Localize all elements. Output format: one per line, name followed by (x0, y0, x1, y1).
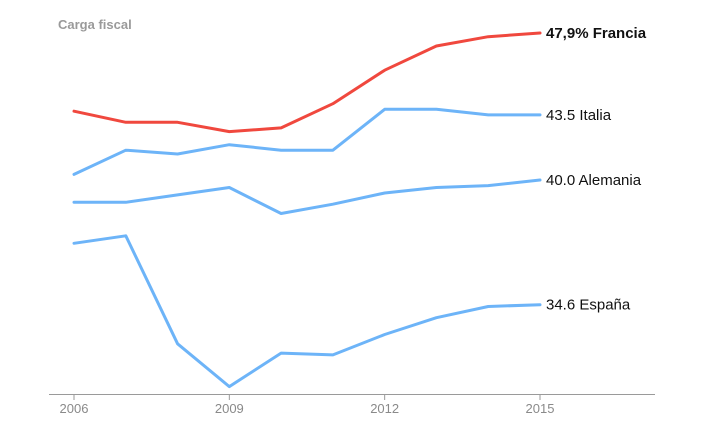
x-tick-label: 2015 (526, 401, 555, 416)
series-label-espana: 34.6 España (546, 297, 631, 314)
series-line-alemania (72, 178, 542, 215)
series-line-italia (72, 107, 542, 176)
series-label-alemania: 40.0 Alemania (546, 172, 642, 189)
series-label-italia: 43.5 Italia (546, 107, 612, 124)
x-tick-label: 2006 (60, 401, 89, 416)
series-line-francia (72, 31, 542, 134)
series-line-espana (72, 234, 542, 389)
y-axis-label: Carga fiscal (58, 17, 132, 32)
series-label-francia: 47,9% Francia (546, 25, 647, 42)
x-tick-label: 2012 (370, 401, 399, 416)
x-tick-label: 2009 (215, 401, 244, 416)
